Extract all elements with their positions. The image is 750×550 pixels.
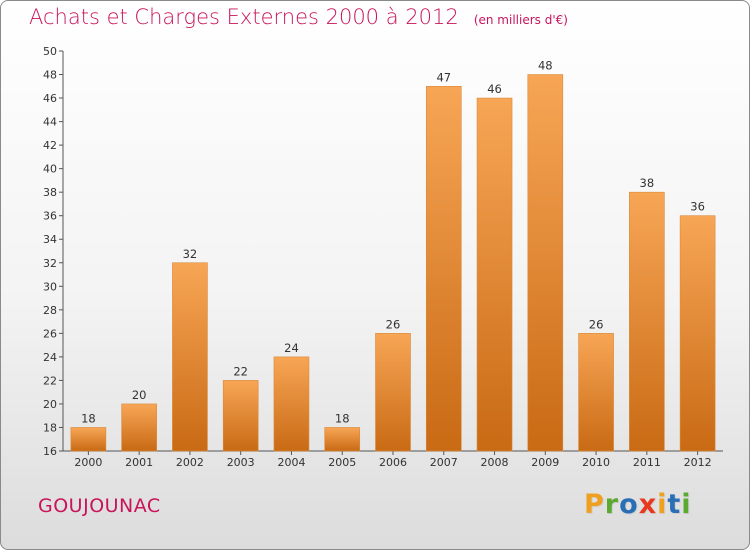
bar-value-label: 38 bbox=[640, 176, 655, 190]
bar-value-label: 18 bbox=[81, 411, 96, 425]
bar-value-label: 26 bbox=[386, 317, 401, 331]
bar-value-label: 36 bbox=[690, 200, 705, 214]
y-tick-label: 40 bbox=[43, 163, 57, 176]
y-tick-label: 32 bbox=[43, 257, 57, 270]
bar bbox=[679, 215, 716, 452]
bar bbox=[375, 333, 411, 452]
logo-letter: i bbox=[681, 489, 692, 520]
y-tick-label: 42 bbox=[43, 139, 57, 152]
bar-value-label: 20 bbox=[132, 388, 147, 402]
bar-value-label: 46 bbox=[487, 82, 502, 96]
x-tick-label: 2011 bbox=[633, 456, 661, 469]
y-tick-label: 18 bbox=[43, 421, 57, 434]
bar-value-label: 48 bbox=[538, 59, 553, 73]
y-tick-label: 30 bbox=[43, 280, 57, 293]
y-tick-label: 38 bbox=[43, 186, 57, 199]
x-tick-label: 2004 bbox=[277, 456, 305, 469]
bar bbox=[578, 333, 614, 452]
y-tick-label: 24 bbox=[43, 351, 57, 364]
y-tick-label: 16 bbox=[43, 445, 57, 458]
x-tick-label: 2005 bbox=[328, 456, 356, 469]
y-tick-label: 36 bbox=[43, 210, 57, 223]
logo-letter: t bbox=[667, 489, 682, 520]
bar-value-label: 47 bbox=[436, 70, 451, 84]
logo-letter: P bbox=[584, 489, 605, 520]
bar bbox=[629, 191, 665, 452]
y-tick-label: 22 bbox=[43, 374, 57, 387]
bar bbox=[70, 427, 107, 452]
bar bbox=[222, 380, 259, 452]
bar bbox=[425, 85, 462, 452]
commune-name: GOUJOUNAC bbox=[38, 495, 161, 517]
bar bbox=[172, 262, 208, 452]
bar-value-label: 18 bbox=[335, 411, 350, 425]
x-tick-label: 2012 bbox=[684, 456, 712, 469]
x-tick-label: 2009 bbox=[531, 456, 559, 469]
bar bbox=[476, 97, 513, 452]
y-tick-label: 28 bbox=[43, 304, 57, 317]
bar-value-label: 24 bbox=[284, 341, 299, 355]
logo-letter: o bbox=[619, 489, 639, 520]
x-tick-label: 2008 bbox=[481, 456, 509, 469]
y-tick-label: 48 bbox=[43, 69, 57, 82]
x-tick-label: 2001 bbox=[125, 456, 153, 469]
x-tick-label: 2010 bbox=[582, 456, 610, 469]
chart-bars: 18 20 32 22 24 18 26 47 46 48 26 38 36 bbox=[70, 59, 716, 452]
y-tick-label: 26 bbox=[43, 327, 57, 340]
bar bbox=[121, 403, 157, 452]
y-tick-label: 20 bbox=[43, 398, 57, 411]
bar-value-label: 26 bbox=[589, 317, 604, 331]
chart-title-block: Achats et Charges Externes 2000 à 2012 (… bbox=[29, 5, 568, 29]
x-tick-label: 2007 bbox=[430, 456, 458, 469]
x-tick-label: 2000 bbox=[74, 456, 102, 469]
bar-value-label: 22 bbox=[233, 364, 248, 378]
bar bbox=[324, 427, 361, 452]
logo-letter: i bbox=[657, 489, 668, 520]
proxiti-logo[interactable]: Proxiti bbox=[584, 489, 692, 520]
logo-letter: r bbox=[604, 489, 620, 520]
chart-axes: 16 18 20 22 24 26 28 30 32 34 36 38 40 42 44 46 48 50 2000… bbox=[43, 45, 723, 469]
x-tick-label: 2002 bbox=[176, 456, 204, 469]
y-tick-label: 50 bbox=[43, 45, 57, 58]
chart-title: Achats et Charges Externes 2000 à 2012 bbox=[29, 5, 459, 29]
y-tick-label: 34 bbox=[43, 233, 57, 246]
bar bbox=[273, 356, 310, 452]
logo-letter: x bbox=[638, 489, 658, 520]
bar bbox=[527, 74, 564, 452]
x-tick-label: 2006 bbox=[379, 456, 407, 469]
bar-value-label: 32 bbox=[183, 247, 198, 261]
y-tick-label: 46 bbox=[43, 92, 57, 105]
x-tick-label: 2003 bbox=[227, 456, 255, 469]
y-tick-label: 44 bbox=[43, 116, 57, 129]
chart-subtitle: (en milliers d'€) bbox=[473, 13, 568, 27]
